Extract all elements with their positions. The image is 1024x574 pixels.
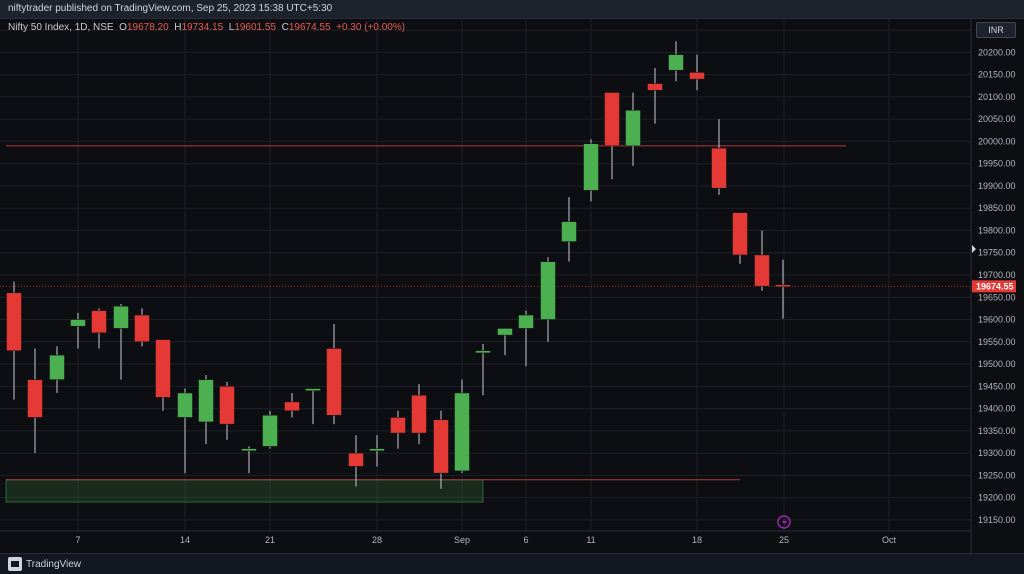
candle-body bbox=[475, 350, 491, 354]
y-tick-label: 20050.00 bbox=[978, 114, 1016, 124]
x-tick-label: 14 bbox=[180, 535, 190, 545]
candle-body bbox=[390, 417, 406, 434]
ohlc-legend: Nifty 50 Index, 1D, NSE O19678.20 H19734… bbox=[8, 22, 405, 33]
y-tick-label: 19300.00 bbox=[978, 448, 1016, 458]
candle-body bbox=[775, 284, 791, 288]
y-tick-label: 20150.00 bbox=[978, 70, 1016, 80]
candle-body bbox=[113, 305, 129, 329]
candle-body bbox=[754, 254, 770, 287]
footer-bar: TradingView bbox=[0, 553, 1024, 574]
y-tick-label: 19500.00 bbox=[978, 359, 1016, 369]
candle-body bbox=[70, 319, 86, 327]
open-label: O bbox=[119, 22, 127, 33]
candle-body bbox=[668, 54, 684, 71]
x-tick-label: 6 bbox=[523, 535, 528, 545]
tradingview-logo[interactable]: TradingView bbox=[8, 557, 81, 571]
candle-body bbox=[497, 328, 513, 336]
x-tick-label: 28 bbox=[372, 535, 382, 545]
candle-body bbox=[433, 419, 449, 474]
high-label: H bbox=[174, 22, 182, 33]
candle-body bbox=[155, 339, 171, 398]
y-tick-label: 19200.00 bbox=[978, 493, 1016, 503]
y-tick-label: 19950.00 bbox=[978, 159, 1016, 169]
y-tick-label: 19250.00 bbox=[978, 470, 1016, 480]
currency-button[interactable]: INR bbox=[976, 22, 1016, 38]
x-tick-label: Oct bbox=[882, 535, 897, 545]
y-tick-label: 19350.00 bbox=[978, 426, 1016, 436]
y-tick-label: 19900.00 bbox=[978, 181, 1016, 191]
candle-body bbox=[241, 448, 257, 452]
x-tick-label: 18 bbox=[692, 535, 702, 545]
y-tick-label: 19650.00 bbox=[978, 292, 1016, 302]
candle-body bbox=[305, 388, 321, 392]
candle-body bbox=[711, 147, 727, 189]
x-tick-label: 21 bbox=[265, 535, 275, 545]
change-value: +0.30 (+0.00%) bbox=[336, 22, 406, 33]
low-value: 19601.55 bbox=[234, 22, 277, 33]
candle-body bbox=[369, 448, 385, 452]
candle-body bbox=[326, 348, 342, 416]
candle-body bbox=[262, 414, 278, 447]
candlestick-chart[interactable]: 20250.0020200.0020150.0020100.0020050.00… bbox=[0, 19, 1024, 553]
candle-body bbox=[583, 143, 599, 191]
candle-body bbox=[6, 292, 22, 351]
candle-body bbox=[49, 354, 65, 380]
candle-body bbox=[561, 221, 577, 242]
candle-body bbox=[27, 379, 43, 418]
y-tick-label: 19800.00 bbox=[978, 225, 1016, 235]
y-tick-label: 19550.00 bbox=[978, 337, 1016, 347]
candle-body bbox=[518, 314, 534, 329]
last-price-label: 19674.55 bbox=[976, 281, 1014, 291]
y-tick-label: 20100.00 bbox=[978, 92, 1016, 102]
x-tick-label: 11 bbox=[586, 535, 595, 545]
lightning-icon bbox=[782, 518, 787, 527]
event-icon bbox=[777, 515, 791, 529]
candle-body bbox=[540, 261, 556, 320]
candle-body bbox=[284, 401, 300, 412]
price-axis-marker-icon bbox=[972, 245, 976, 253]
publish-bar: niftytrader published on TradingView.com… bbox=[0, 0, 1024, 19]
candle-body bbox=[411, 394, 427, 434]
y-tick-label: 19600.00 bbox=[978, 315, 1016, 325]
y-tick-label: 19400.00 bbox=[978, 404, 1016, 414]
open-value: 19678.20 bbox=[126, 22, 169, 33]
brand-label: TradingView bbox=[26, 558, 82, 570]
y-tick-label: 20000.00 bbox=[978, 136, 1016, 146]
candle-body bbox=[198, 379, 214, 423]
x-tick-label: 7 bbox=[75, 535, 80, 545]
y-tick-label: 20200.00 bbox=[978, 47, 1016, 57]
candle-body bbox=[732, 212, 748, 256]
publisher-line: niftytrader published on TradingView.com… bbox=[8, 3, 333, 14]
y-tick-label: 19850.00 bbox=[978, 203, 1016, 213]
close-value: 19674.55 bbox=[288, 22, 331, 33]
candle-body bbox=[348, 452, 364, 467]
support-zone bbox=[5, 479, 484, 503]
x-tick-label: 25 bbox=[779, 535, 789, 545]
candle-body bbox=[604, 92, 620, 147]
candle-body bbox=[647, 83, 663, 91]
chart-area[interactable]: 20250.0020200.0020150.0020100.0020050.00… bbox=[0, 19, 1024, 553]
candle-body bbox=[689, 72, 705, 80]
low-label: L bbox=[228, 22, 235, 33]
candle-body bbox=[219, 386, 235, 425]
candle-body bbox=[134, 314, 150, 343]
candle-body bbox=[454, 392, 470, 472]
symbol-label[interactable]: Nifty 50 Index, 1D, NSE bbox=[8, 22, 114, 33]
candle-body bbox=[91, 310, 107, 334]
y-tick-label: 19450.00 bbox=[978, 381, 1016, 391]
y-tick-label: 19150.00 bbox=[978, 515, 1016, 525]
tradingview-icon bbox=[8, 557, 22, 571]
candle-body bbox=[177, 392, 193, 418]
high-value: 19734.15 bbox=[181, 22, 224, 33]
close-label: C bbox=[281, 22, 289, 33]
y-tick-label: 19750.00 bbox=[978, 248, 1016, 258]
y-tick-label: 19700.00 bbox=[978, 270, 1016, 280]
x-tick-label: Sep bbox=[454, 535, 470, 545]
last-price-badge bbox=[972, 280, 1016, 293]
candle-body bbox=[625, 110, 641, 147]
